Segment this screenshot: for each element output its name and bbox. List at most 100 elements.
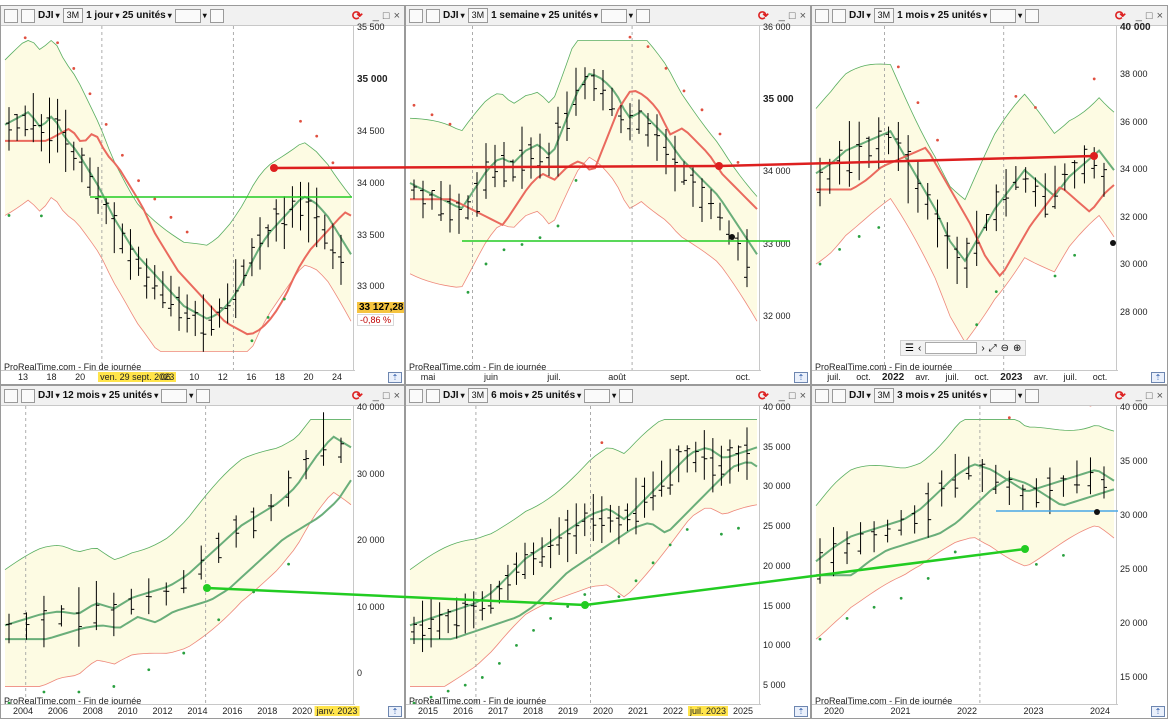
horizontal-scrollbar[interactable]	[925, 342, 978, 354]
minimize-icon[interactable]: _	[372, 10, 379, 22]
refresh-icon[interactable]: ⟳	[351, 388, 363, 403]
period-select[interactable]: 12 mois ▾	[62, 390, 106, 401]
period-select[interactable]: 6 mois ▾	[491, 390, 529, 401]
symbol-select[interactable]: DJI ▾	[849, 390, 871, 401]
price-plot[interactable]	[406, 26, 761, 372]
chart-panel-daily[interactable]: DJI ▾ 3M 1 jour ▾ 25 unités ▾ ▾ ⟳ _ □ × 35 …	[0, 5, 405, 385]
minimize-icon[interactable]: _	[1135, 10, 1142, 22]
dollar-icon[interactable]	[832, 388, 846, 403]
time-axis[interactable]: 2015 2016 2017 2018 2019 2020 2021 2022 juil. 20…	[406, 704, 761, 718]
period-select[interactable]: 1 semaine ▾	[491, 10, 546, 21]
units-select[interactable]: 25 unités ▾	[548, 10, 598, 21]
indicator-icon[interactable]	[161, 388, 188, 403]
indicator-icon[interactable]	[600, 8, 627, 23]
time-axis[interactable]: 2004 2006 2008 2010 2012 2014 2016 2018 2020 janv…	[1, 704, 360, 718]
candles-icon[interactable]	[409, 388, 423, 403]
autoscale-icon[interactable]: ⇡	[1151, 706, 1165, 717]
time-axis[interactable]: mai juin juil. août sept. oct.	[406, 370, 761, 384]
price-plot[interactable]	[812, 406, 1118, 706]
info-icon[interactable]	[619, 388, 634, 403]
indicator-icon[interactable]	[990, 8, 1017, 23]
units-select[interactable]: 25 unités ▾	[122, 10, 172, 21]
refresh-icon[interactable]: ⟳	[1114, 8, 1126, 23]
price-axis[interactable]: 40 000 38 000 36 000 34 000 32 000 30 000 28 0…	[1116, 22, 1167, 372]
minimize-icon[interactable]: _	[778, 390, 785, 402]
indicator-icon[interactable]	[584, 388, 611, 403]
minimize-icon[interactable]: _	[778, 10, 785, 22]
refresh-icon[interactable]: ⟳	[757, 8, 769, 23]
autoscale-icon[interactable]: ⇡	[794, 706, 808, 717]
close-icon[interactable]: ×	[799, 390, 806, 402]
list-icon[interactable]: ☰	[905, 342, 914, 354]
info-icon[interactable]	[1025, 8, 1040, 23]
time-axis[interactable]: 2020 2021 2022 2023 2024	[812, 704, 1118, 718]
time-axis[interactable]: juil. oct. 2022 avr. juil. oct. 2023 avr. juil. o…	[812, 370, 1118, 384]
zoom-fit-icon[interactable]: ⤢	[988, 342, 997, 354]
symbol-select[interactable]: DJI ▾	[443, 390, 465, 401]
dollar-icon[interactable]	[21, 388, 35, 403]
candles-icon[interactable]	[815, 8, 829, 23]
info-icon[interactable]	[196, 388, 211, 403]
refresh-icon[interactable]: ⟳	[757, 388, 769, 403]
chart-panel-weekly[interactable]: DJI ▾ 3M 1 semaine ▾ 25 unités ▾ ▾ ⟳ _ □ × …	[405, 5, 811, 385]
candles-icon[interactable]	[815, 388, 829, 403]
range-button[interactable]: 3M	[467, 388, 489, 403]
autoscale-icon[interactable]: ⇡	[794, 372, 808, 383]
close-icon[interactable]: ×	[393, 390, 400, 402]
close-icon[interactable]: ×	[799, 10, 806, 22]
candles-icon[interactable]	[409, 8, 423, 23]
price-axis[interactable]: 40 000 35 000 30 000 25 000 20 000 15 000 10 0…	[759, 402, 810, 706]
close-icon[interactable]: ×	[1156, 390, 1163, 402]
maximize-icon[interactable]: □	[1145, 10, 1153, 22]
range-button[interactable]: 3M	[62, 8, 84, 23]
units-select[interactable]: 25 unités ▾	[108, 390, 159, 401]
maximize-icon[interactable]: □	[788, 10, 796, 22]
dollar-icon[interactable]	[21, 8, 35, 23]
range-button[interactable]: 3M	[873, 388, 895, 403]
price-plot[interactable]	[406, 406, 761, 706]
dollar-icon[interactable]	[426, 388, 440, 403]
chart-panel-quarterly[interactable]: DJI ▾ 3M 3 mois ▾ 25 unités ▾ ▾ ⟳ _ □ × 40 …	[811, 385, 1168, 719]
price-axis[interactable]: 40 000 30 000 20 000 10 000 0	[353, 402, 404, 706]
close-icon[interactable]: ×	[1156, 10, 1163, 22]
candles-icon[interactable]	[4, 388, 18, 403]
units-select[interactable]: 25 unités ▾	[937, 390, 988, 401]
indicator-icon[interactable]	[174, 8, 201, 23]
refresh-icon[interactable]: ⟳	[1114, 388, 1126, 403]
price-axis[interactable]: 36 000 35 000 34 000 33 000 32 000	[759, 22, 810, 372]
price-plot[interactable]	[1, 26, 355, 372]
units-select[interactable]: 25 unités ▾	[937, 10, 988, 21]
zoom-in-icon[interactable]: ⊕	[1013, 342, 1022, 354]
info-icon[interactable]	[1025, 388, 1040, 403]
chart-panel-yearly[interactable]: DJI ▾ 12 mois ▾ 25 unités ▾ ▾ ⟳ _ □ × 40 00…	[0, 385, 405, 719]
symbol-select[interactable]: DJI ▾	[38, 390, 60, 401]
symbol-select[interactable]: DJI ▾	[38, 10, 60, 21]
candles-icon[interactable]	[4, 8, 18, 23]
autoscale-icon[interactable]: ⇡	[388, 706, 402, 717]
scroll-right-icon[interactable]: ›	[981, 342, 985, 354]
maximize-icon[interactable]: □	[1145, 390, 1153, 402]
units-select[interactable]: 25 unités ▾	[531, 390, 582, 401]
autoscale-icon[interactable]: ⇡	[1151, 372, 1165, 383]
range-button[interactable]: 3M	[873, 8, 895, 23]
minimize-icon[interactable]: _	[1135, 390, 1142, 402]
period-select[interactable]: 3 mois ▾	[897, 390, 935, 401]
dollar-icon[interactable]	[426, 8, 440, 23]
dollar-icon[interactable]	[832, 8, 846, 23]
info-icon[interactable]	[635, 8, 650, 23]
price-plot[interactable]	[812, 26, 1118, 372]
symbol-select[interactable]: DJI ▾	[849, 10, 871, 21]
range-button[interactable]: 3M	[467, 8, 489, 23]
maximize-icon[interactable]: □	[382, 390, 390, 402]
info-icon[interactable]	[209, 8, 224, 23]
chart-panel-monthly[interactable]: DJI ▾ 3M 1 mois ▾ 25 unités ▾ ▾ ⟳ _ □ × 40 …	[811, 5, 1168, 385]
zoom-out-icon[interactable]: ⊖	[1000, 342, 1010, 354]
symbol-select[interactable]: DJI ▾	[443, 10, 465, 21]
period-select[interactable]: 1 mois ▾	[897, 10, 935, 21]
scroll-left-icon[interactable]: ‹	[917, 342, 922, 354]
autoscale-icon[interactable]: ⇡	[388, 372, 402, 383]
chart-panel-semiannual[interactable]: DJI ▾ 3M 6 mois ▾ 25 unités ▾ ▾ ⟳ _ □ × 40 …	[405, 385, 811, 719]
refresh-icon[interactable]: ⟳	[351, 8, 363, 23]
minimize-icon[interactable]: _	[372, 390, 379, 402]
